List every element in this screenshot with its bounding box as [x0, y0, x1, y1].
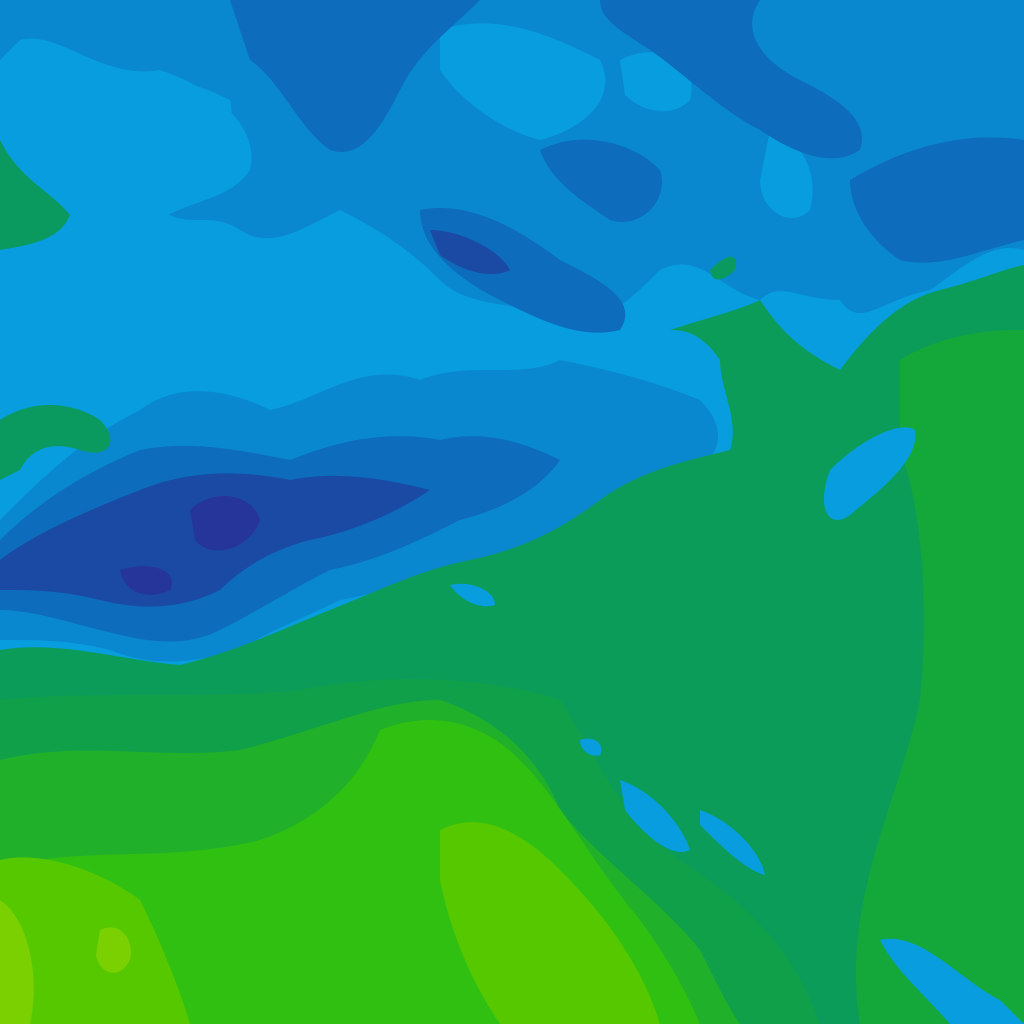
green-islands-north [0, 140, 737, 480]
green-contours [0, 265, 1024, 1024]
light-blue-contours [0, 23, 813, 340]
blue-islands [450, 427, 1024, 1024]
core-contours [120, 496, 260, 595]
